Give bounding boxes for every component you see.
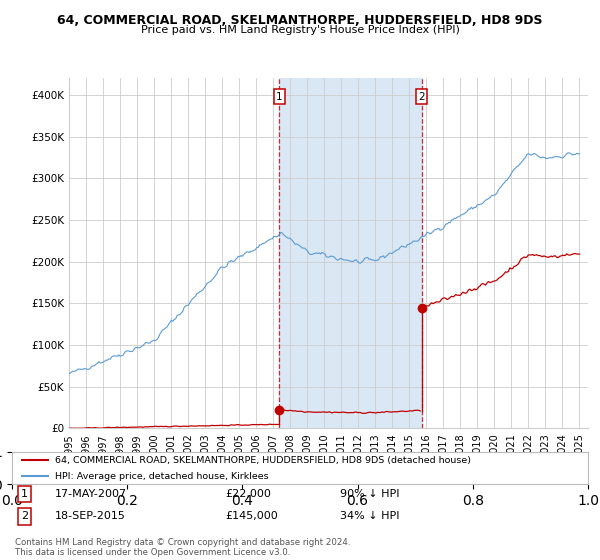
Text: 1: 1 bbox=[276, 92, 283, 102]
Text: £145,000: £145,000 bbox=[225, 511, 278, 521]
Bar bbox=[280, 78, 422, 428]
Text: 64, COMMERCIAL ROAD, SKELMANTHORPE, HUDDERSFIELD, HD8 9DS (detached house): 64, COMMERCIAL ROAD, SKELMANTHORPE, HUDD… bbox=[55, 455, 471, 465]
Text: 34% ↓ HPI: 34% ↓ HPI bbox=[340, 511, 400, 521]
Text: 64, COMMERCIAL ROAD, SKELMANTHORPE, HUDDERSFIELD, HD8 9DS: 64, COMMERCIAL ROAD, SKELMANTHORPE, HUDD… bbox=[57, 14, 543, 27]
Text: 2: 2 bbox=[20, 511, 28, 521]
Text: 1: 1 bbox=[20, 489, 28, 499]
Text: Price paid vs. HM Land Registry's House Price Index (HPI): Price paid vs. HM Land Registry's House … bbox=[140, 25, 460, 35]
Text: HPI: Average price, detached house, Kirklees: HPI: Average price, detached house, Kirk… bbox=[55, 472, 269, 481]
Text: Contains HM Land Registry data © Crown copyright and database right 2024.
This d: Contains HM Land Registry data © Crown c… bbox=[15, 538, 350, 557]
Text: £22,000: £22,000 bbox=[225, 489, 271, 499]
Text: 18-SEP-2015: 18-SEP-2015 bbox=[55, 511, 126, 521]
Text: 2: 2 bbox=[418, 92, 425, 102]
Text: 17-MAY-2007: 17-MAY-2007 bbox=[55, 489, 127, 499]
Text: 90% ↓ HPI: 90% ↓ HPI bbox=[340, 489, 400, 499]
